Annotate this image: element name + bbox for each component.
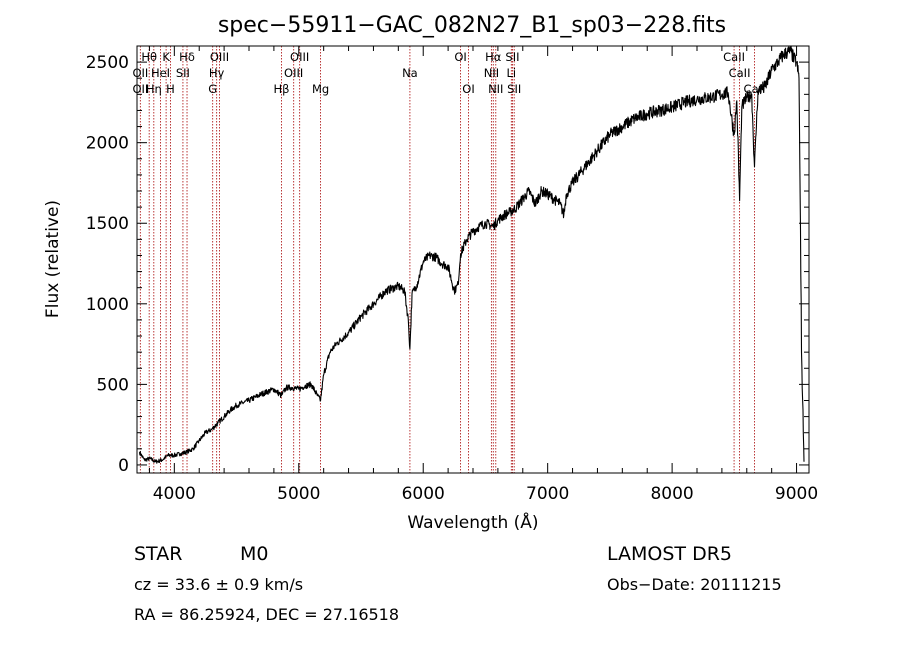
spectrum-line xyxy=(138,45,805,464)
spectral-line-label: OI xyxy=(462,82,474,96)
spectral-line-label: Li xyxy=(507,66,517,80)
spectral-line-label: H xyxy=(166,82,175,96)
spectral-line-label: CaII xyxy=(723,50,745,64)
spectral-line-label: OIII xyxy=(284,66,303,80)
spectral-line-label: Hη xyxy=(146,82,162,96)
spectral-line-label: HeI xyxy=(151,66,170,80)
spectral-line-label: SII xyxy=(507,82,521,96)
y-axis: 0 500 1000 1500 2000 2500 xyxy=(86,53,809,476)
spectral-line-label: Hδ xyxy=(179,50,195,64)
spectral-line-label: Hα xyxy=(485,50,502,64)
spectral-line-label: OIII xyxy=(290,50,309,64)
x-axis-label: Wavelength (Å) xyxy=(407,511,538,533)
spectral-line-label: NII xyxy=(484,66,499,80)
x-tick-label: 4000 xyxy=(153,484,196,504)
y-tick-label: 500 xyxy=(97,375,129,395)
x-tick-label: 7000 xyxy=(526,484,569,504)
sky-coordinates: RA = 86.25924, DEC = 27.16518 xyxy=(134,605,399,624)
spectral-line-label: G xyxy=(208,82,217,96)
y-tick-label: 0 xyxy=(118,456,129,476)
object-subclass: M0 xyxy=(240,543,268,565)
x-tick-label: 6000 xyxy=(402,484,445,504)
spectral-line-label: OII xyxy=(132,66,148,80)
spectral-line-label: NII xyxy=(488,82,503,96)
survey-name: LAMOST DR5 xyxy=(607,543,732,565)
spectral-line-label: OI xyxy=(454,50,466,64)
x-axis: 4000 5000 6000 7000 8000 9000 xyxy=(148,46,818,504)
x-tick-label: 9000 xyxy=(775,484,818,504)
spectral-line-label: SII xyxy=(176,66,190,80)
y-tick-label: 1500 xyxy=(86,214,129,234)
spectral-line-label: Hγ xyxy=(209,66,225,80)
observation-date: Obs−Date: 20111215 xyxy=(607,575,782,594)
y-tick-label: 2500 xyxy=(86,53,129,73)
object-class: STAR xyxy=(134,543,182,565)
redshift-velocity: cz = 33.6 ± 0.9 km/s xyxy=(134,575,303,594)
spectral-line-label: SII xyxy=(505,50,519,64)
spectral-line-label: OIII xyxy=(210,50,229,64)
y-tick-label: 1000 xyxy=(86,295,129,315)
spectral-line-label: Mg xyxy=(312,82,329,96)
spectral-line-label: CaII xyxy=(729,66,751,80)
spectral-line-label: Na xyxy=(402,66,418,80)
spectral-line-label: OII xyxy=(132,82,148,96)
spectral-line-label: Hθ xyxy=(141,50,157,64)
spectral-line-label: Hβ xyxy=(273,82,289,96)
spectral-line-label: K xyxy=(162,50,170,64)
x-tick-label: 5000 xyxy=(277,484,320,504)
x-tick-label: 8000 xyxy=(650,484,693,504)
chart-title: spec−55911−GAC_082N27_B1_sp03−228.fits xyxy=(218,13,726,38)
y-axis-label: Flux (relative) xyxy=(43,200,63,318)
y-tick-label: 2000 xyxy=(86,134,129,154)
spectral-line-markers xyxy=(139,46,755,473)
plot-frame xyxy=(136,45,810,474)
